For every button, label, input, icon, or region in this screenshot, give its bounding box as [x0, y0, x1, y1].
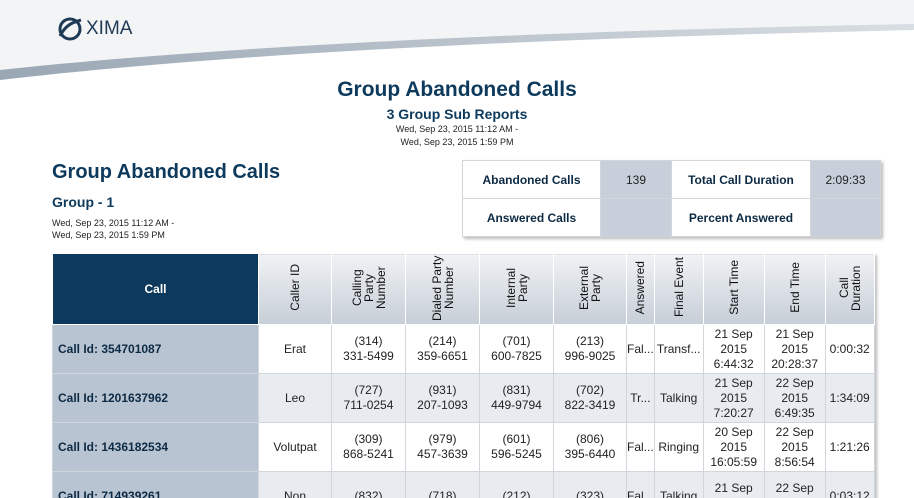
- table-cell: (601) 596-5245: [479, 422, 554, 472]
- section-title: Group Abandoned Calls: [52, 161, 281, 183]
- table-cell: Call Id: 1436182534: [52, 422, 259, 472]
- header-text: Internal Party: [503, 267, 530, 308]
- column-header: Internal Party: [479, 253, 554, 325]
- table-cell: (214) 359-6651: [405, 324, 480, 374]
- summary-label: Percent Answered: [671, 198, 811, 237]
- table-cell: 0:00:32: [824, 324, 875, 374]
- table-row: Call Id: 714939261 Non (832) (718) (212) (323…: [52, 471, 875, 498]
- table-cell: (212): [479, 471, 554, 498]
- column-header: Call: [52, 253, 259, 325]
- table-cell: 0:03:12: [824, 471, 875, 498]
- table-cell: 1:34:09: [824, 373, 875, 423]
- table-cell: Non: [258, 471, 332, 498]
- column-header: Answered: [626, 253, 655, 325]
- summary-value: [600, 198, 672, 237]
- table-cell: Talking: [653, 471, 704, 498]
- column-header: External Party: [553, 253, 627, 325]
- column-header: End Time: [763, 253, 826, 325]
- table-cell: (702) 822-3419: [553, 373, 627, 423]
- table-row: Call Id: 1436182534 Volutpat (309) 868-524…: [52, 422, 875, 472]
- table-row: Call Id: 1201637962 Leo (727) 711-0254 (931…: [52, 373, 875, 423]
- logo: XIMA: [58, 16, 132, 42]
- table-cell: Ringing: [653, 422, 704, 472]
- header-row: Call Caller ID Calling Party Number Dialed …: [52, 253, 875, 325]
- table-body: Call Id: 354701087 Erat (314) 331-5499 (214…: [52, 324, 875, 498]
- summary-label: Answered Calls: [462, 198, 601, 237]
- table-cell: (806) 395-6440: [553, 422, 627, 472]
- table-cell: Call Id: 1201637962: [52, 373, 259, 423]
- column-header: Calling Party Number: [331, 253, 406, 325]
- summary-label: Abandoned Calls: [462, 160, 601, 199]
- report-date: Wed, Sep 23, 2015 1:59 PM: [400, 137, 514, 147]
- table-cell: (727) 711-0254: [331, 373, 406, 423]
- header-text: Dialed Party Number: [429, 254, 456, 321]
- report-title: Group Abandoned Calls: [337, 78, 577, 101]
- table-cell: (323): [553, 471, 627, 498]
- table-cell: (314) 331-5499: [331, 324, 406, 374]
- section-date: Wed, Sep 23, 2015 11:12 AM - Wed, Sep 23,…: [52, 217, 174, 241]
- table-cell: 22 Sep 2015: [763, 471, 826, 498]
- table-cell: Talking: [653, 373, 704, 423]
- group-title: Group - 1: [52, 194, 115, 210]
- table-cell: 21 Sep 2015: [702, 471, 765, 498]
- table-cell: 22 Sep 2015 6:49:35: [763, 373, 826, 423]
- header-text: Answered: [633, 260, 648, 315]
- table-cell: 1:21:26: [824, 422, 875, 472]
- summary-row: Answered Calls Percent Answered: [462, 198, 881, 237]
- table-cell: Transf...: [653, 324, 704, 374]
- column-header: Call Duration: [824, 253, 875, 325]
- table-cell: (931) 207-1093: [405, 373, 480, 423]
- header-text: Final Event: [671, 257, 686, 318]
- table-cell: Fal...: [626, 471, 655, 498]
- summary-label: Total Call Duration: [671, 160, 811, 199]
- report-subtitle: 3 Group Sub Reports: [386, 106, 528, 122]
- summary-value: 2:09:33: [810, 160, 881, 199]
- summary-table: Abandoned Calls 139 Total Call Duration 2:0…: [462, 160, 881, 237]
- logo-icon: [58, 17, 82, 41]
- table-cell: 21 Sep 2015 20:28:37: [763, 324, 826, 374]
- table-cell: Leo: [258, 373, 332, 423]
- table-cell: Call Id: 354701087: [52, 324, 259, 374]
- header-text: External Party: [577, 265, 603, 310]
- table-cell: Tr...: [626, 373, 655, 423]
- summary-row: Abandoned Calls 139 Total Call Duration 2:0…: [462, 160, 881, 199]
- table-cell: Call Id: 714939261: [52, 471, 259, 498]
- table-cell: 21 Sep 2015 7:20:27: [702, 373, 765, 423]
- column-header: Start Time: [702, 253, 765, 325]
- header-text: Start Time: [726, 260, 741, 315]
- table-cell: 21 Sep 2015 6:44:32: [702, 324, 765, 374]
- table-cell: Erat: [258, 324, 332, 374]
- table-cell: Volutpat: [258, 422, 332, 472]
- column-header: Caller ID: [258, 253, 332, 325]
- table-cell: (701) 600-7825: [479, 324, 554, 374]
- header-text: Call Duration: [836, 264, 863, 311]
- header-text: Calling Party Number: [349, 266, 388, 309]
- table-cell: (213) 996-9025: [553, 324, 627, 374]
- table-cell: Fal...: [626, 422, 655, 472]
- table-cell: 22 Sep 2015 8:56:54: [763, 422, 826, 472]
- summary-value: 139: [600, 160, 672, 199]
- header-background: [0, 0, 914, 80]
- report-date: Wed, Sep 23, 2015 11:12 AM -: [395, 124, 519, 134]
- column-header: Dialed Party Number: [405, 253, 480, 325]
- calls-table: Call Caller ID Calling Party Number Dialed …: [52, 253, 875, 498]
- date-line: Wed, Sep 23, 2015 11:12 AM -: [52, 218, 175, 228]
- header-text: End Time: [787, 262, 802, 313]
- table-cell: (979) 457-3639: [405, 422, 480, 472]
- table-cell: Fal...: [626, 324, 655, 374]
- table-row: Call Id: 354701087 Erat (314) 331-5499 (214…: [52, 324, 875, 374]
- logo-text: XIMA: [86, 18, 133, 39]
- table-cell: (831) 449-9794: [479, 373, 554, 423]
- table-cell: (832): [331, 471, 406, 498]
- table-cell: 20 Sep 2015 16:05:59: [702, 422, 765, 472]
- header-text: Caller ID: [288, 264, 302, 311]
- column-header: Final Event: [653, 253, 704, 325]
- table-cell: (718): [405, 471, 480, 498]
- summary-value: [810, 198, 881, 237]
- date-line: Wed, Sep 23, 2015 1:59 PM: [52, 230, 165, 240]
- table-cell: (309) 868-5241: [331, 422, 406, 472]
